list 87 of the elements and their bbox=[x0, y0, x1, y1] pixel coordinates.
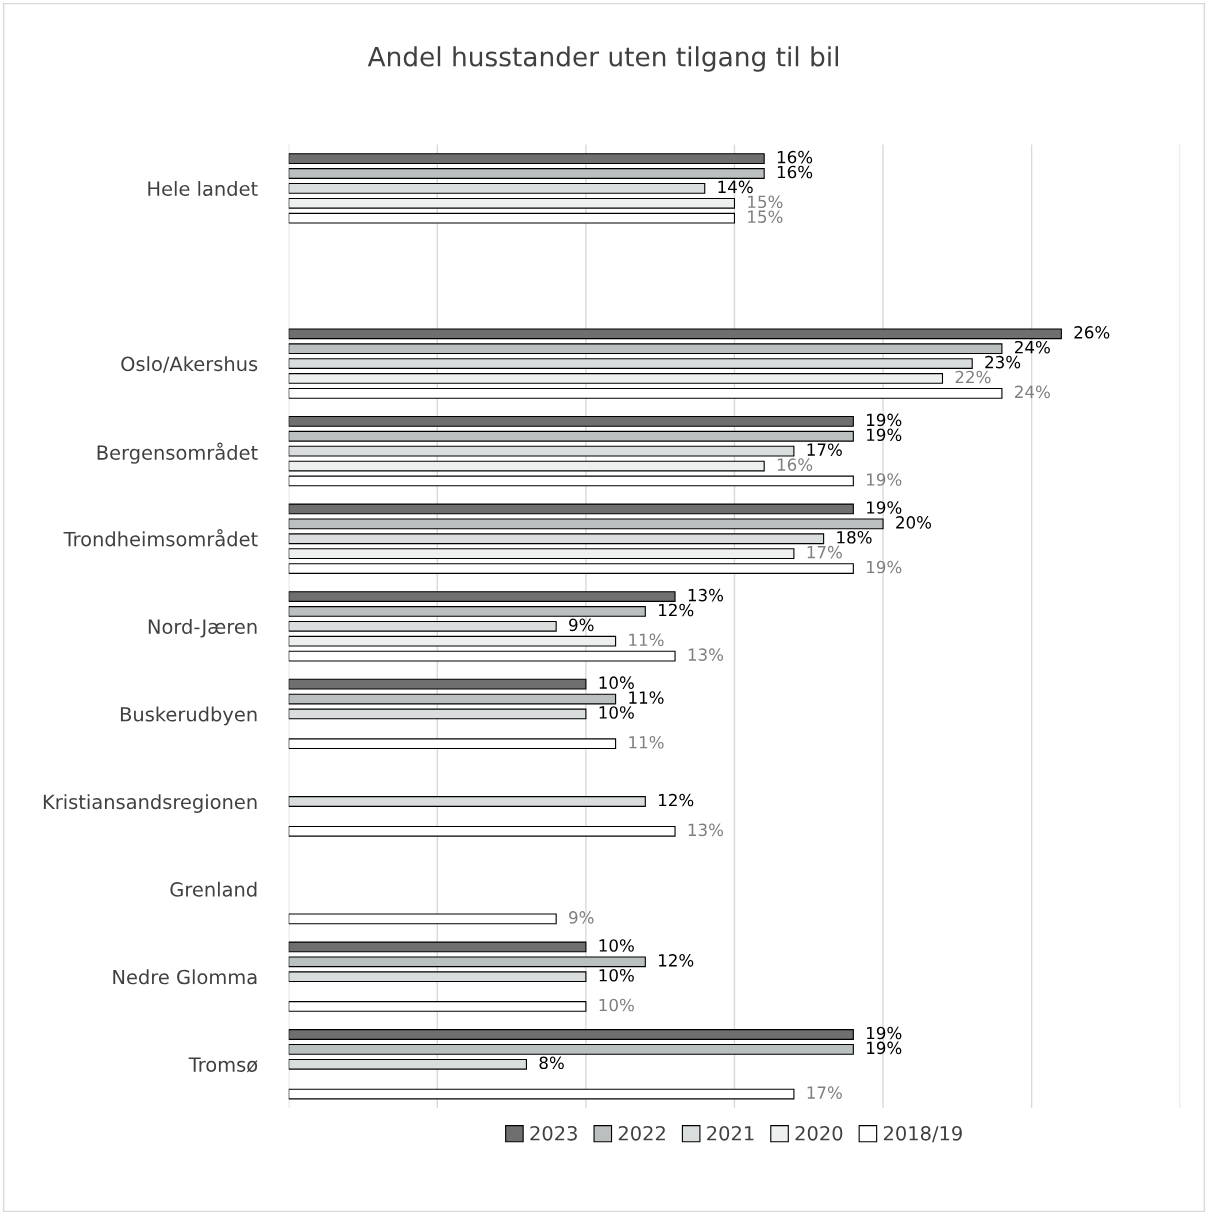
y-tick-label: Tromsø bbox=[188, 1057, 258, 1073]
y-tick-label: Grenland bbox=[170, 881, 257, 897]
data-label: 10% bbox=[599, 676, 634, 689]
bar bbox=[288, 197, 736, 209]
y-tick-label: Hele landet bbox=[148, 180, 258, 197]
data-label: 24% bbox=[1015, 385, 1050, 399]
bar bbox=[288, 563, 854, 574]
data-label: 11% bbox=[629, 633, 664, 647]
legend-label: 2022 bbox=[618, 1125, 665, 1141]
data-label: 10% bbox=[599, 706, 634, 719]
bar bbox=[288, 738, 617, 750]
bar bbox=[288, 825, 676, 837]
data-label: 19% bbox=[867, 560, 902, 574]
y-tick-label: Oslo/Akershus bbox=[121, 356, 258, 373]
data-label: 19% bbox=[867, 501, 902, 514]
y-tick-label: Buskerudbyen bbox=[120, 706, 257, 726]
y-tick-label: Trondheimsområdet bbox=[63, 529, 258, 547]
data-label: 13% bbox=[688, 823, 724, 837]
bar bbox=[288, 430, 854, 442]
data-label: 19% bbox=[867, 473, 902, 486]
bar bbox=[288, 1044, 854, 1055]
bar bbox=[288, 328, 1062, 340]
bar bbox=[288, 650, 676, 662]
bar bbox=[288, 373, 944, 384]
data-label: 12% bbox=[659, 954, 694, 967]
bar bbox=[288, 1088, 795, 1100]
data-label: 16% bbox=[777, 165, 813, 179]
data-label: 9% bbox=[569, 618, 594, 632]
bar bbox=[288, 941, 587, 953]
bar bbox=[288, 635, 617, 647]
data-label: 10% bbox=[599, 998, 634, 1012]
data-label: 8% bbox=[539, 1056, 564, 1070]
bar bbox=[288, 606, 646, 617]
data-label: 15% bbox=[748, 195, 783, 209]
y-tick-label: Nedre Glomma bbox=[113, 969, 257, 985]
data-label: 24% bbox=[1015, 340, 1050, 354]
data-label: 19% bbox=[867, 1041, 902, 1055]
bar bbox=[288, 548, 795, 560]
data-label: 13% bbox=[688, 648, 724, 661]
bar bbox=[288, 343, 1003, 355]
data-label: 20% bbox=[896, 516, 932, 529]
data-label: 22% bbox=[955, 370, 991, 384]
data-label: 10% bbox=[599, 939, 634, 952]
y-tick-label: Bergensområdet bbox=[97, 442, 258, 464]
bar bbox=[288, 387, 1003, 399]
data-label: 9% bbox=[569, 911, 594, 924]
data-label: 11% bbox=[629, 691, 664, 704]
legend-label: 2023 bbox=[530, 1125, 577, 1141]
data-label: 17% bbox=[807, 545, 842, 559]
data-label: 17% bbox=[807, 1086, 842, 1099]
bar bbox=[288, 913, 557, 925]
data-label: 19% bbox=[867, 1026, 902, 1040]
bar bbox=[288, 693, 617, 705]
bar bbox=[288, 475, 854, 487]
data-label: 11% bbox=[629, 735, 664, 749]
data-label: 12% bbox=[659, 793, 694, 807]
data-label: 19% bbox=[867, 413, 902, 427]
data-label: 19% bbox=[867, 428, 902, 442]
bar bbox=[288, 168, 765, 179]
data-label: 18% bbox=[837, 530, 872, 544]
chart-title: Andel husstander uten tilgang til bil bbox=[367, 46, 838, 72]
bar bbox=[288, 956, 646, 968]
bar bbox=[288, 678, 587, 690]
data-label: 15% bbox=[748, 210, 783, 223]
bar bbox=[288, 415, 854, 427]
y-tick-label: Kristiansandsregionen bbox=[43, 794, 257, 813]
bar bbox=[288, 503, 854, 515]
data-label: 16% bbox=[777, 458, 813, 471]
data-label: 17% bbox=[807, 443, 842, 456]
data-label: 12% bbox=[659, 603, 694, 617]
data-label: 26% bbox=[1074, 326, 1110, 339]
data-label: 10% bbox=[599, 968, 634, 982]
bar bbox=[288, 212, 736, 224]
bar bbox=[288, 460, 765, 472]
legend-label: 2021 bbox=[707, 1125, 754, 1141]
data-label: 16% bbox=[777, 150, 813, 164]
data-label: 13% bbox=[688, 588, 724, 602]
legend-label: 2020 bbox=[795, 1125, 843, 1141]
bar bbox=[288, 518, 884, 530]
bar bbox=[288, 153, 765, 164]
bar bbox=[288, 1001, 587, 1012]
y-tick-label: Nord-Jæren bbox=[148, 618, 257, 638]
data-label: 14% bbox=[718, 180, 753, 194]
bar bbox=[288, 591, 676, 602]
data-label: 23% bbox=[985, 355, 1021, 369]
legend-label: 2018/19 bbox=[883, 1125, 962, 1143]
bar bbox=[288, 1029, 854, 1040]
